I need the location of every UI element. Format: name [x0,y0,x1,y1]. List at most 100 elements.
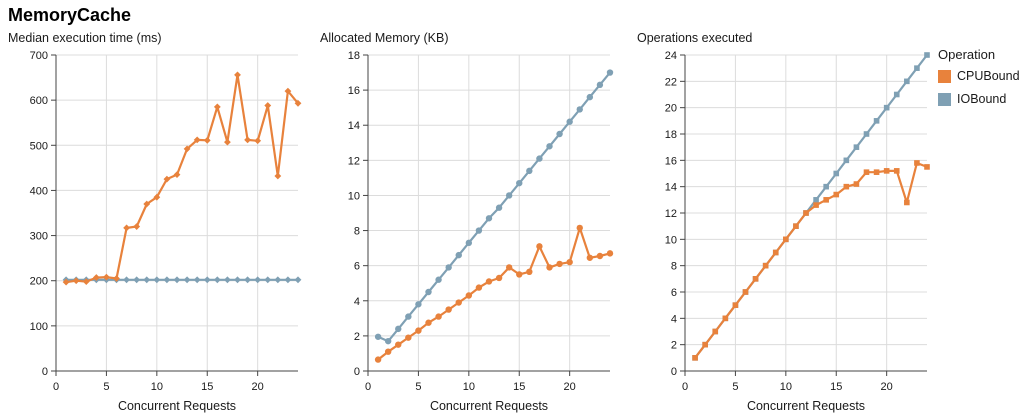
cpubound-point-marker [254,137,262,145]
cpubound-point-marker [853,181,860,187]
cpubound-point-marker [475,284,483,291]
cpubound-point-marker [435,313,442,320]
y-tick-label: 8 [354,226,360,238]
iobound-point-marker [213,276,221,284]
cpubound-point-marker [234,71,241,79]
y-tick-label: 700 [30,50,48,62]
iobound-point-marker [123,276,130,284]
cpubound-point-marker [823,197,829,203]
y-tick-label: 0 [671,366,677,378]
iobound-point-marker [475,227,483,234]
cpubound-point-marker [722,315,729,322]
cpubound-point-marker [712,328,719,335]
cpubound-point-marker [405,334,412,341]
iobound-point-marker [384,337,392,345]
cpubound-point-marker [123,224,130,232]
cpubound-point-marker [924,164,930,170]
cpubound-point-marker [586,254,594,261]
iobound-point-marker [833,170,840,177]
iobound-point-marker [516,179,523,187]
iobound-point-marker [425,288,432,296]
iobound-point-marker [294,276,302,284]
cpubound-point-marker [833,191,840,198]
cpubound-point-marker [505,264,513,271]
cpubound-point-marker [294,99,302,107]
x-axis-title: Concurrent Requests [430,399,548,413]
y-tick-label: 2 [354,331,360,343]
cpubound-point-marker [606,250,614,257]
y-tick-label: 4 [354,296,360,308]
iobound-point-marker [163,276,171,284]
y-tick-label: 16 [348,85,360,97]
iobound-swatch-icon [938,92,951,106]
cpubound-point-marker [415,327,422,334]
x-tick-label: 5 [103,381,109,393]
chart-title: Allocated Memory (KB) [320,31,449,45]
x-tick-label: 10 [780,381,792,393]
cpubound-swatch-icon [938,69,951,83]
y-tick-label: 200 [30,276,48,288]
cpubound-series-line [64,73,300,284]
cpubound-point-marker [793,223,799,229]
x-tick-label: 15 [830,381,842,393]
page-title: MemoryCache [8,5,132,25]
iobound-point-marker [556,130,563,138]
cpubound-point-marker [752,276,759,282]
cpubound-point-marker [883,168,890,174]
legend-title: Operation [938,47,996,62]
iobound-point-marker [234,276,241,284]
iobound-point-marker [395,325,402,333]
iobound-point-marker [893,91,900,98]
iobound-point-marker [374,333,382,340]
iobound-point-marker [435,276,442,283]
iobound-point-marker [853,144,860,150]
iobound-point-marker [244,276,251,284]
iobound-point-marker [415,301,422,308]
iobound-point-marker [153,276,161,284]
cpubound-point-marker [244,136,251,144]
cpubound-point-marker [153,193,161,201]
iobound-point-marker [274,276,282,284]
x-tick-label: 10 [151,381,163,393]
iobound-point-marker [465,239,473,247]
x-tick-label: 5 [732,381,738,393]
cpubound-point-marker [264,102,272,109]
cpubound-point-marker [762,262,769,269]
y-tick-label: 2 [671,340,677,352]
chart-canvas-allocated-memory: 0 2 4 6 8 10 12 14 16 18 0 5 10 15 20 Concurrent Reques… [348,50,614,413]
iobound-point-marker [445,264,452,271]
cpubound-point-marker [813,202,819,208]
cpubound-point-marker [803,210,809,216]
y-tick-label: 0 [354,366,360,378]
iobound-point-marker [924,52,930,58]
cpubound-point-marker [904,199,910,206]
iobound-point-marker [566,118,573,125]
y-tick-label: 12 [665,208,677,220]
y-tick-label: 14 [665,182,677,194]
x-tick-label: 0 [682,381,688,393]
legend-item-cpubound: CPUBound [938,69,1020,83]
y-tick-label: 18 [348,50,360,62]
cpubound-point-marker [863,169,870,175]
iobound-point-marker [203,276,211,284]
cpubound-point-marker [62,278,70,286]
iobound-point-marker [284,276,292,284]
cpubound-point-marker [425,319,432,326]
y-tick-label: 12 [348,155,360,167]
chart-operations-executed: Operations executed 0 2 4 6 8 10 12 14 16 18 20 22 2… [629,30,949,415]
cpubound-point-marker [742,289,749,295]
chart-canvas-median-execution-time: 0 100 200 300 400 500 600 700 0 5 10 15 20 Concurrent… [30,50,302,413]
cpubound-point-marker [692,355,698,361]
chart-allocated-memory: Allocated Memory (KB) 0 2 4 6 8 10 12 14 16 18 0 5 1… [312,30,632,415]
cpubound-point-marker [374,356,382,363]
iobound-point-marker [264,276,272,284]
cpubound-point-marker [566,258,573,266]
cpubound-point-marker [455,299,462,306]
x-tick-label: 0 [365,381,371,393]
iobound-point-marker [133,276,141,284]
iobound-point-marker [254,276,262,284]
y-tick-label: 0 [42,366,48,378]
legend-item-label: IOBound [957,92,1007,106]
x-tick-label: 15 [513,381,525,393]
